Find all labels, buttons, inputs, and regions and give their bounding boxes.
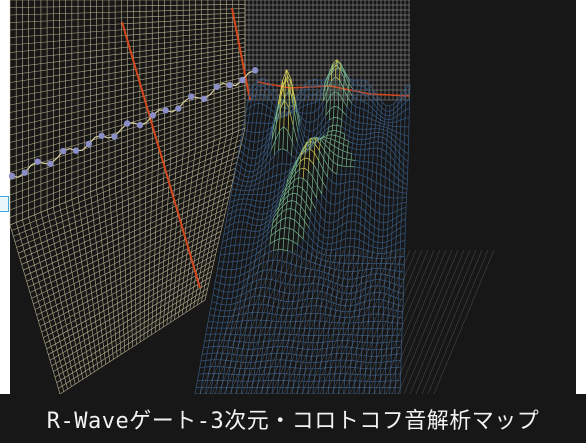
surface-highlight-mesh — [199, 249, 495, 394]
korotkoff-3d-map — [8, 0, 576, 394]
caption-title: R-Waveゲート-3次元・コロトコフ音解析マップ — [46, 408, 540, 434]
trend-line — [8, 67, 259, 180]
tab-marker-icon — [0, 196, 9, 212]
surface-mesh — [194, 59, 411, 394]
caption-bar: R-Waveゲート-3次元・コロトコフ音解析マップ — [0, 394, 586, 443]
back-wall-mesh — [244, 0, 410, 101]
r-wave-gate-lines — [121, 7, 411, 289]
left-wall-mesh — [9, 0, 246, 394]
